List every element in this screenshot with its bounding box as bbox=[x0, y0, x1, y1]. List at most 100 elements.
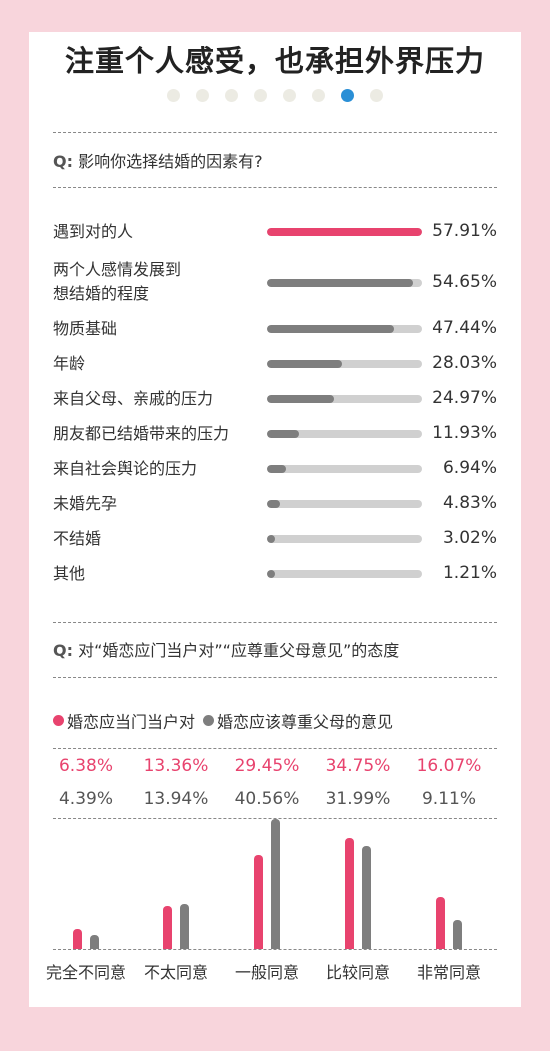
pagination-dot[interactable] bbox=[167, 89, 180, 102]
factor-bar-track bbox=[267, 360, 422, 368]
series1-value-row: 6.38% 13.36% 29.45% 34.75% 16.07% bbox=[53, 756, 497, 778]
factor-label: 不结婚 bbox=[53, 529, 102, 548]
factor-row: 来自父母、亲戚的压力 24.97% bbox=[53, 387, 497, 411]
pink-bar bbox=[163, 906, 172, 949]
pagination-dot[interactable] bbox=[254, 89, 267, 102]
legend-dot-icon bbox=[53, 714, 64, 726]
factor-bar bbox=[267, 570, 275, 578]
factor-bar bbox=[267, 465, 286, 473]
factor-value: 47.44% bbox=[432, 318, 497, 338]
series-value-label: 31.99% bbox=[325, 789, 391, 809]
category-label: 非常同意 bbox=[416, 963, 481, 982]
factor-label: 其他 bbox=[53, 564, 86, 583]
gray-bar bbox=[180, 904, 189, 949]
factor-bar bbox=[267, 395, 334, 403]
factor-label: 来自社会舆论的压力 bbox=[53, 459, 198, 478]
gray-bar bbox=[362, 846, 371, 949]
series-value-label: 40.56% bbox=[234, 789, 300, 809]
infographic-card: 注重个人感受，也承担外界压力 Q: 影响你选择结婚的因素有? 遇到对的人 57.9… bbox=[29, 32, 521, 1007]
pink-bar bbox=[254, 854, 263, 949]
pagination-dot[interactable] bbox=[370, 89, 383, 102]
factor-row: 其他 1.21% bbox=[53, 562, 497, 586]
question-2: Q: 对“婚恋应门当户对”“应尊重父母意见”的态度 bbox=[53, 637, 399, 661]
factor-bar-track bbox=[267, 228, 422, 236]
series2-value-row: 4.39% 13.94% 40.56% 31.99% 9.11% bbox=[53, 789, 497, 811]
factor-bar bbox=[267, 279, 414, 287]
question-mark-icon: Q: bbox=[53, 152, 73, 171]
factor-label: 未婚先孕 bbox=[53, 494, 118, 513]
question-mark-icon: Q: bbox=[53, 641, 73, 660]
pagination-dot[interactable] bbox=[312, 89, 325, 102]
factor-bar bbox=[267, 430, 299, 438]
factor-row: 来自社会舆论的压力 6.94% bbox=[53, 457, 497, 481]
factor-label: 物质基础 bbox=[53, 319, 118, 338]
category-label: 完全不同意 bbox=[45, 963, 126, 982]
series-value-label: 4.39% bbox=[58, 789, 113, 809]
factor-row: 遇到对的人 57.91% bbox=[53, 220, 497, 244]
pink-bar bbox=[73, 928, 82, 949]
factor-row: 未婚先孕 4.83% bbox=[53, 492, 497, 516]
factor-bar bbox=[267, 535, 276, 543]
legend-item: 婚恋应当门当户对 bbox=[53, 710, 196, 731]
pagination-dot[interactable] bbox=[341, 89, 354, 102]
divider bbox=[53, 622, 497, 623]
factor-bar bbox=[267, 360, 343, 368]
pink-bar bbox=[345, 837, 354, 949]
gray-bar bbox=[90, 934, 99, 949]
factor-bar-track bbox=[267, 395, 422, 403]
series-value-label: 34.75% bbox=[325, 756, 391, 776]
factor-bar bbox=[267, 228, 422, 236]
gray-bar bbox=[453, 919, 462, 949]
factor-value: 57.91% bbox=[432, 221, 497, 241]
factor-row: 年龄 28.03% bbox=[53, 352, 497, 376]
factor-value: 1.21% bbox=[442, 563, 497, 583]
series-value-label: 6.38% bbox=[58, 756, 113, 776]
page-title: 注重个人感受，也承担外界压力 bbox=[64, 44, 485, 78]
factor-bar bbox=[267, 500, 280, 508]
factor-bar bbox=[267, 325, 394, 333]
pink-bar bbox=[436, 897, 445, 949]
factor-label: 来自父母、亲戚的压力 bbox=[53, 389, 214, 408]
factor-value: 4.83% bbox=[442, 493, 497, 513]
question-1-text: 影响你选择结婚的因素有? bbox=[78, 152, 263, 171]
factor-bar-track bbox=[267, 279, 422, 287]
legend-label: 婚恋应当门当户对 bbox=[67, 712, 196, 731]
factor-value: 54.65% bbox=[432, 272, 497, 292]
factor-label: 朋友都已结婚带来的压力 bbox=[53, 424, 230, 443]
factor-value: 6.94% bbox=[442, 458, 497, 478]
pagination-dot[interactable] bbox=[196, 89, 209, 102]
factor-bar-track bbox=[267, 430, 422, 438]
factor-value: 28.03% bbox=[432, 353, 497, 373]
legend-item: 婚恋应该尊重父母的意见 bbox=[203, 710, 393, 731]
pagination-dots[interactable] bbox=[29, 87, 521, 106]
pagination-dot[interactable] bbox=[283, 89, 296, 102]
divider bbox=[53, 187, 497, 188]
factor-row: 不结婚 3.02% bbox=[53, 527, 497, 551]
factor-bar-track bbox=[267, 570, 422, 578]
factor-label: 两个人感情发展到 想结婚的程度 bbox=[53, 260, 182, 303]
series-value-label: 13.94% bbox=[143, 789, 209, 809]
divider bbox=[53, 132, 497, 133]
factor-row: 物质基础 47.44% bbox=[53, 317, 497, 341]
series-value-label: 29.45% bbox=[234, 756, 300, 776]
factor-row: 朋友都已结婚带来的压力 11.93% bbox=[53, 422, 497, 446]
question-1: Q: 影响你选择结婚的因素有? bbox=[53, 148, 263, 172]
divider bbox=[53, 818, 497, 819]
factor-value: 3.02% bbox=[442, 528, 497, 548]
series-value-label: 9.11% bbox=[421, 789, 476, 809]
chart-legend: 婚恋应当门当户对 婚恋应该尊重父母的意见 bbox=[53, 708, 393, 732]
factor-label: 年龄 bbox=[53, 354, 86, 373]
series-value-label: 16.07% bbox=[416, 756, 482, 776]
category-label: 不太同意 bbox=[143, 963, 208, 982]
chart-baseline bbox=[53, 949, 497, 950]
pagination-dot[interactable] bbox=[225, 89, 238, 102]
gray-bar bbox=[271, 819, 280, 949]
divider bbox=[53, 677, 497, 678]
factor-bar-track bbox=[267, 465, 422, 473]
factor-value: 24.97% bbox=[432, 388, 497, 408]
factor-label: 遇到对的人 bbox=[53, 222, 134, 241]
divider bbox=[53, 748, 497, 749]
category-label: 一般同意 bbox=[234, 963, 299, 982]
category-label: 比较同意 bbox=[325, 963, 390, 982]
question-2-text: 对“婚恋应门当户对”“应尊重父母意见”的态度 bbox=[78, 641, 400, 660]
